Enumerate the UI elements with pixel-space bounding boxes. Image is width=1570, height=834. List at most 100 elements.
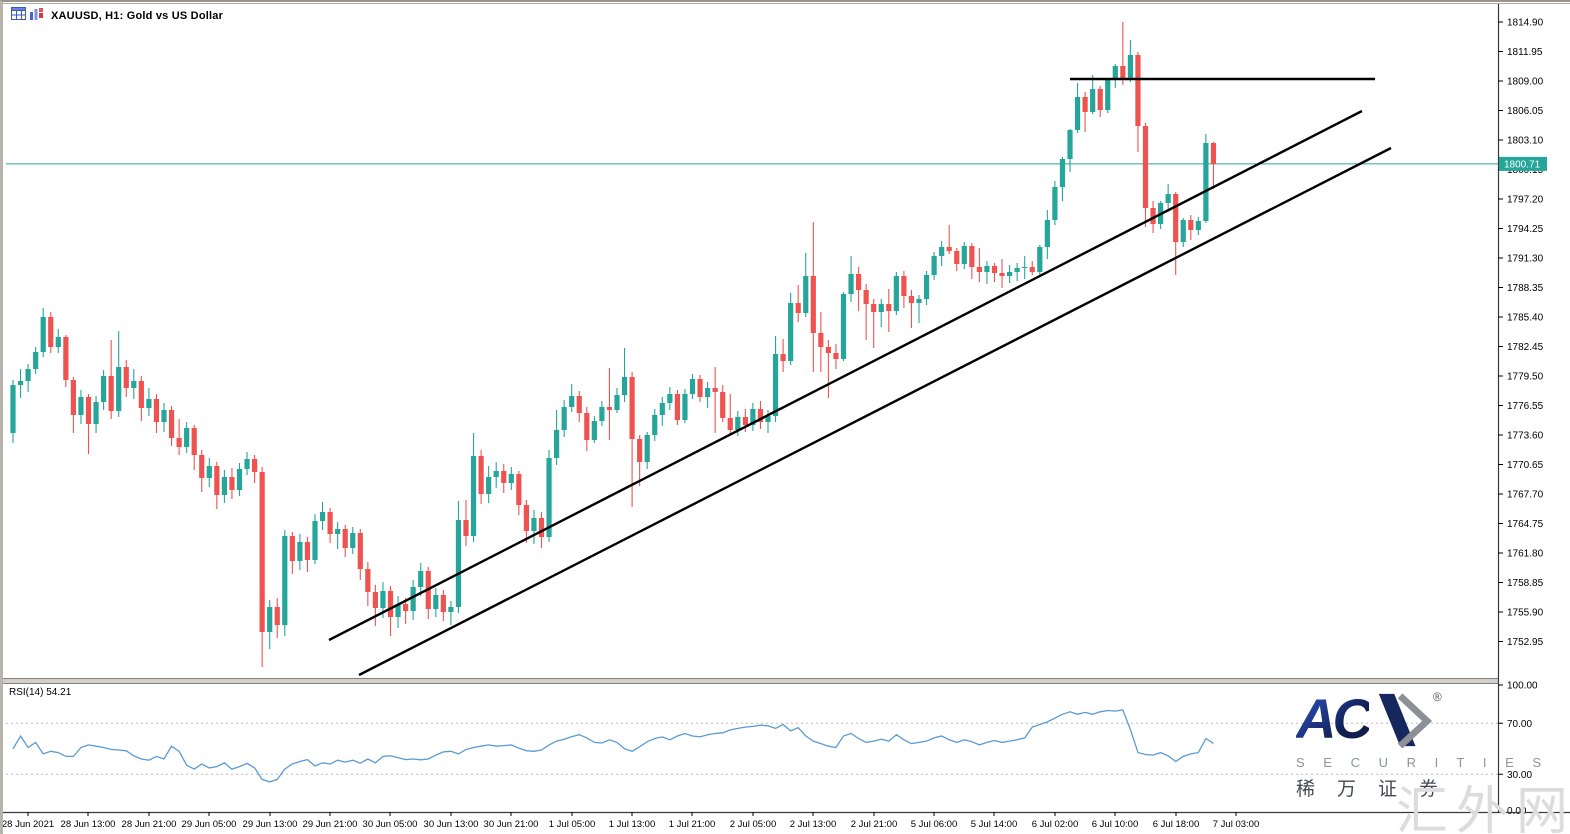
time-axis-label: 6 Jul 02:00 xyxy=(1032,819,1078,830)
price-axis-label: 1814.90 xyxy=(1507,18,1544,29)
time-axis-label: 30 Jun 13:00 xyxy=(424,819,479,830)
candle-body xyxy=(946,247,952,251)
candle-body xyxy=(229,477,235,490)
acy-logo-text: AC xyxy=(1296,687,1373,750)
candle-body xyxy=(1105,79,1111,110)
candle-body xyxy=(380,591,386,608)
time-axis-label: 29 Jun 05:00 xyxy=(182,819,237,830)
candle-body xyxy=(516,474,522,505)
candle-body xyxy=(372,592,378,608)
price-axis-label: 1773.60 xyxy=(1507,431,1544,442)
time-axis-label: 29 Jun 13:00 xyxy=(243,819,298,830)
candle-body xyxy=(939,247,945,256)
chart-canvas[interactable]: 1814.90 1811.95 1809.00 1806.05 1803.10 1800.… xyxy=(3,2,1570,834)
candle-body xyxy=(191,428,197,455)
candle-body xyxy=(455,520,462,607)
price-axis-label: 1809.00 xyxy=(1507,77,1544,88)
price-axis-label: 1764.75 xyxy=(1507,519,1544,530)
candle-body xyxy=(410,587,416,611)
price-axis-label: 1767.70 xyxy=(1507,490,1544,501)
panel-splitter[interactable] xyxy=(3,678,1570,684)
candle-body xyxy=(17,381,24,385)
candle-body xyxy=(1074,97,1081,130)
candle-body xyxy=(395,604,401,617)
price-axis-label: 1811.95 xyxy=(1507,47,1543,58)
candle-body xyxy=(584,413,590,440)
candle-body xyxy=(168,410,175,438)
candle-body xyxy=(85,397,92,424)
candle-body xyxy=(10,385,16,433)
rsi-indicator-label: RSI(14) 54.21 xyxy=(9,687,72,698)
time-axis-label: 28 Jun 2021 xyxy=(3,819,54,830)
time-axis-label: 1 Jul 13:00 xyxy=(609,819,655,830)
candle-body xyxy=(448,607,454,612)
candle-body xyxy=(803,276,809,313)
candle-body xyxy=(319,512,326,521)
candle-body xyxy=(478,456,484,494)
candle-body xyxy=(969,246,975,267)
candle-body xyxy=(274,607,280,625)
time-axis-label: 28 Jun 21:00 xyxy=(122,819,177,830)
time-axis-label: 2 Jul 13:00 xyxy=(790,819,836,830)
candle-body xyxy=(674,394,680,420)
candle-body xyxy=(840,294,847,359)
candle-body xyxy=(856,274,862,290)
candle-body xyxy=(720,392,726,418)
candle-body xyxy=(591,421,597,440)
candle-body xyxy=(1014,268,1020,272)
time-axis-label: 30 Jun 21:00 xyxy=(484,819,539,830)
candle-body xyxy=(1173,194,1179,242)
candle-body xyxy=(1022,267,1028,268)
price-axis-area[interactable] xyxy=(1498,2,1570,812)
candle-body xyxy=(357,533,363,569)
candle-body xyxy=(871,304,877,312)
price-axis-label: 1806.05 xyxy=(1507,106,1544,117)
candle-body xyxy=(501,471,507,483)
candle-body xyxy=(772,354,779,416)
candle-body xyxy=(1067,130,1073,159)
time-axis[interactable]: 28 Jun 2021 28 Jun 13:00 28 Jun 21:00 29 Ju… xyxy=(3,812,1259,830)
candle-body xyxy=(116,367,122,411)
time-axis-label: 2 Jul 21:00 xyxy=(851,819,897,830)
candle-body xyxy=(101,376,107,402)
candle-body xyxy=(523,505,529,531)
candle-body xyxy=(335,529,341,534)
candle-body xyxy=(931,256,937,275)
candle-body xyxy=(108,376,114,411)
candle-body xyxy=(765,416,771,422)
candle-body xyxy=(1007,272,1013,276)
candle-body xyxy=(1188,220,1194,230)
candle-series xyxy=(10,22,1217,667)
rsi-level-lines xyxy=(6,722,1498,775)
time-axis-label: 5 Jul 06:00 xyxy=(911,819,957,830)
candle-body xyxy=(244,459,250,469)
price-axis-label: 1761.80 xyxy=(1507,549,1544,560)
time-axis-label: 1 Jul 21:00 xyxy=(669,819,715,830)
rsi-line xyxy=(12,709,1214,783)
chart-background xyxy=(3,2,1570,834)
candle-body xyxy=(199,455,205,478)
current-price-badge-text: 1800.71 xyxy=(1504,159,1541,170)
candle-body xyxy=(236,469,243,490)
candle-body xyxy=(297,542,303,561)
time-axis-label: 7 Jul 03:00 xyxy=(1213,819,1259,830)
candle-body xyxy=(606,407,613,410)
candle-body xyxy=(440,595,446,612)
candle-body xyxy=(961,246,967,264)
time-axis-label: 6 Jul 10:00 xyxy=(1092,819,1138,830)
candle-body xyxy=(206,466,212,478)
candle-body xyxy=(304,542,311,560)
candle-body xyxy=(1097,89,1103,110)
candle-body xyxy=(629,377,635,439)
candle-body xyxy=(644,435,650,462)
trendline-2[interactable] xyxy=(358,146,1392,677)
price-axis-label: 1803.10 xyxy=(1507,136,1544,147)
candle-body xyxy=(25,369,31,381)
current-price-badge xyxy=(1499,156,1547,171)
trendline-1[interactable] xyxy=(328,109,1363,642)
candle-body xyxy=(893,276,899,311)
candle-body xyxy=(342,529,348,548)
candle-body xyxy=(221,477,227,495)
candle-body xyxy=(161,410,167,422)
candle-body xyxy=(1127,55,1133,80)
